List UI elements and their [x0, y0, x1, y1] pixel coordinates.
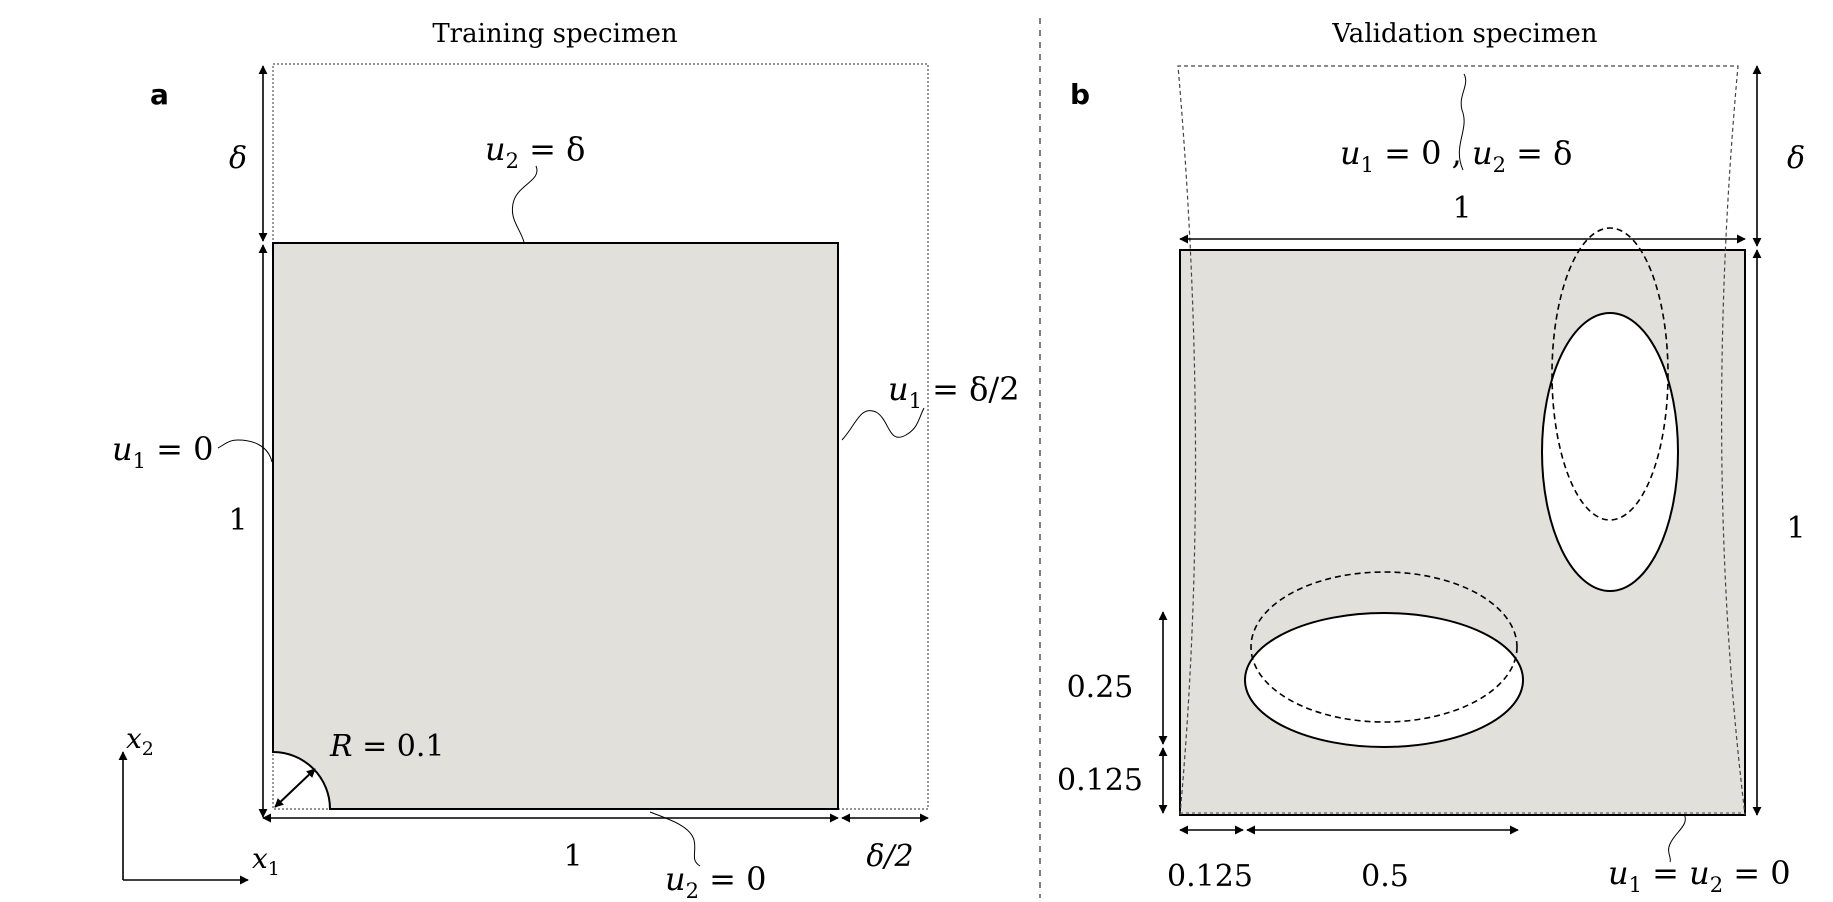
- height-label-b: 1: [1786, 511, 1805, 546]
- dim-0125-horizontal-label: 0.125: [1167, 859, 1253, 894]
- left-bc-label: u1 = 0: [112, 430, 214, 473]
- delta-half-label: δ/2: [866, 839, 913, 874]
- top-bc-leader-b: [1458, 73, 1467, 171]
- top-bc-leader: [511, 165, 538, 243]
- panel-b: Validation specimen b u1 = 0 , u2 = δ 1 …: [1057, 19, 1805, 897]
- right-bc-label: u1 = δ/2: [888, 370, 1020, 413]
- panel-b-title: Validation specimen: [1331, 19, 1597, 49]
- dim-05-label: 0.5: [1361, 859, 1409, 894]
- panel-a: Training specimen a δ 1 1 δ/2 R = 0.1 u2…: [112, 19, 1020, 902]
- height-label: 1: [228, 503, 247, 538]
- radius-arrow: [274, 768, 316, 808]
- deformed-hole-horizontal: [1250, 571, 1518, 723]
- left-bc-leader: [217, 439, 273, 463]
- deformed-outline-b: [1177, 65, 1746, 816]
- dim-025-label: 0.25: [1067, 670, 1134, 705]
- width-label: 1: [563, 839, 582, 874]
- dim-0125-vertical-label: 0.125: [1057, 763, 1143, 798]
- bottom-bc-leader: [649, 811, 701, 867]
- top-bc-label-b: u1 = 0 , u2 = δ: [1340, 134, 1572, 177]
- panel-a-letter: a: [150, 78, 169, 111]
- bottom-bc-label-b: u1 = u2 = 0: [1608, 854, 1791, 897]
- bottom-bc-leader-b: [1668, 813, 1686, 863]
- axis-x2-label: x2: [126, 722, 154, 760]
- panel-b-letter: b: [1070, 78, 1090, 111]
- axis-x1-label: x1: [252, 842, 280, 880]
- width-label-b: 1: [1452, 191, 1471, 226]
- radius-label: R = 0.1: [329, 729, 445, 764]
- ellipse-hole-vertical: [1541, 312, 1679, 592]
- panel-a-title: Training specimen: [432, 19, 678, 49]
- delta-right-label: δ: [1787, 141, 1805, 176]
- deformed-hole-vertical: [1551, 227, 1669, 521]
- bottom-bc-label: u2 = 0: [665, 860, 767, 902]
- delta-top-label: δ: [229, 141, 247, 176]
- right-bc-leader: [841, 407, 925, 441]
- top-bc-label: u2 = δ: [485, 130, 585, 173]
- training-specimen: [272, 242, 839, 810]
- ellipse-hole-horizontal: [1244, 612, 1524, 748]
